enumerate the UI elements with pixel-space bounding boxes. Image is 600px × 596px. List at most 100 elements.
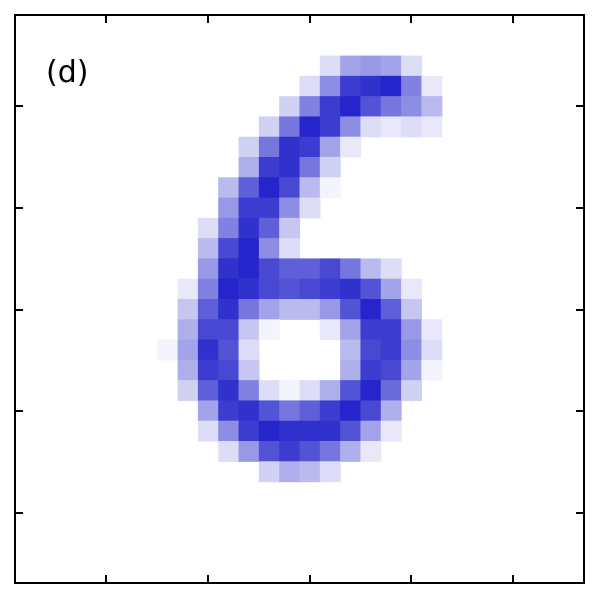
heatmap-cell <box>340 400 362 422</box>
heatmap-cell <box>279 299 301 320</box>
heatmap-cell <box>299 420 321 442</box>
heatmap-cell <box>340 278 362 300</box>
heatmap-cell <box>238 157 260 178</box>
heatmap-cell <box>177 278 199 300</box>
heatmap-cell <box>177 380 199 402</box>
heatmap-cell <box>279 420 301 442</box>
heatmap-cell <box>218 380 240 402</box>
axis-ticks <box>15 15 584 583</box>
heatmap-cell <box>218 217 240 239</box>
heatmap-cell <box>380 339 402 361</box>
heatmap-cells <box>157 55 443 483</box>
heatmap-cell <box>218 278 240 300</box>
heatmap-cell <box>401 359 423 381</box>
heatmap-cell <box>340 339 362 361</box>
heatmap-cell <box>238 258 260 280</box>
heatmap-cell <box>401 116 423 138</box>
heatmap-cell <box>258 217 280 239</box>
heatmap-cell <box>279 197 301 219</box>
heatmap-cell <box>279 177 301 199</box>
heatmap-cell <box>238 278 260 300</box>
heatmap-cell <box>360 278 382 300</box>
heatmap-cell <box>319 55 341 77</box>
heatmap-cell <box>238 359 260 381</box>
heatmap-cell <box>299 278 321 300</box>
heatmap-cell <box>319 400 341 422</box>
heatmap-cell <box>401 55 423 77</box>
heatmap-cell <box>258 441 280 462</box>
heatmap-cell <box>218 197 240 219</box>
heatmap-cell <box>319 157 341 178</box>
heatmap-cell <box>279 461 301 483</box>
heatmap-cell <box>380 400 402 422</box>
heatmap-cell <box>380 278 402 300</box>
heatmap-cell <box>258 461 280 483</box>
heatmap-cell <box>360 441 382 462</box>
heatmap-cell <box>218 319 240 341</box>
heatmap-cell <box>299 96 321 118</box>
heatmap-cell <box>177 359 199 381</box>
heatmap-cell <box>340 359 362 381</box>
heatmap-cell <box>340 299 362 320</box>
heatmap-cell <box>258 299 280 320</box>
heatmap-cell <box>319 461 341 483</box>
heatmap-cell <box>421 75 443 97</box>
heatmap-cell <box>319 96 341 118</box>
heatmap-cell <box>279 157 301 178</box>
heatmap-cell <box>380 258 402 280</box>
heatmap-cell <box>197 400 219 422</box>
plot-frame <box>14 14 585 584</box>
heatmap-cell <box>380 299 402 320</box>
heatmap-cell <box>238 177 260 199</box>
heatmap-cell <box>279 258 301 280</box>
heatmap-cell <box>258 197 280 219</box>
heatmap-cell <box>258 157 280 178</box>
heatmap-cell <box>340 116 362 138</box>
heatmap-cell <box>177 339 199 361</box>
heatmap-cell <box>197 258 219 280</box>
heatmap-cell <box>218 299 240 320</box>
heatmap-cell <box>238 217 260 239</box>
heatmap-cell <box>218 359 240 381</box>
heatmap-cell <box>197 359 219 381</box>
heatmap-cell <box>421 359 443 381</box>
heatmap-cell <box>177 319 199 341</box>
heatmap-cell <box>319 116 341 138</box>
heatmap-cell <box>279 238 301 260</box>
heatmap-cell <box>258 278 280 300</box>
heatmap-cell <box>319 299 341 320</box>
heatmap-cell <box>340 420 362 442</box>
heatmap-cell <box>197 339 219 361</box>
heatmap-cell <box>238 136 260 158</box>
heatmap-cell <box>218 420 240 442</box>
heatmap-cell <box>401 75 423 97</box>
heatmap-cell <box>360 299 382 320</box>
heatmap-cell <box>197 299 219 320</box>
heatmap-cell <box>421 339 443 361</box>
heatmap-cell <box>218 400 240 422</box>
heatmap-cell <box>380 116 402 138</box>
heatmap-cell <box>218 441 240 462</box>
heatmap-cell <box>380 55 402 77</box>
heatmap-cell <box>238 319 260 341</box>
heatmap-cell <box>279 441 301 462</box>
heatmap-cell <box>258 380 280 402</box>
heatmap-cell <box>299 157 321 178</box>
heatmap-cell <box>279 400 301 422</box>
heatmap-cell <box>238 339 260 361</box>
heatmap-cell <box>197 319 219 341</box>
heatmap-cell <box>299 75 321 97</box>
heatmap-cell <box>401 380 423 402</box>
heatmap-cell <box>380 96 402 118</box>
heatmap-cell <box>380 420 402 442</box>
heatmap-cell <box>421 96 443 118</box>
heatmap-cell <box>340 380 362 402</box>
heatmap-cell <box>258 177 280 199</box>
heatmap-cell <box>258 136 280 158</box>
heatmap-cell <box>279 217 301 239</box>
heatmap-cell <box>197 238 219 260</box>
heatmap-cell <box>360 319 382 341</box>
heatmap-cell <box>279 96 301 118</box>
heatmap-cell <box>360 339 382 361</box>
